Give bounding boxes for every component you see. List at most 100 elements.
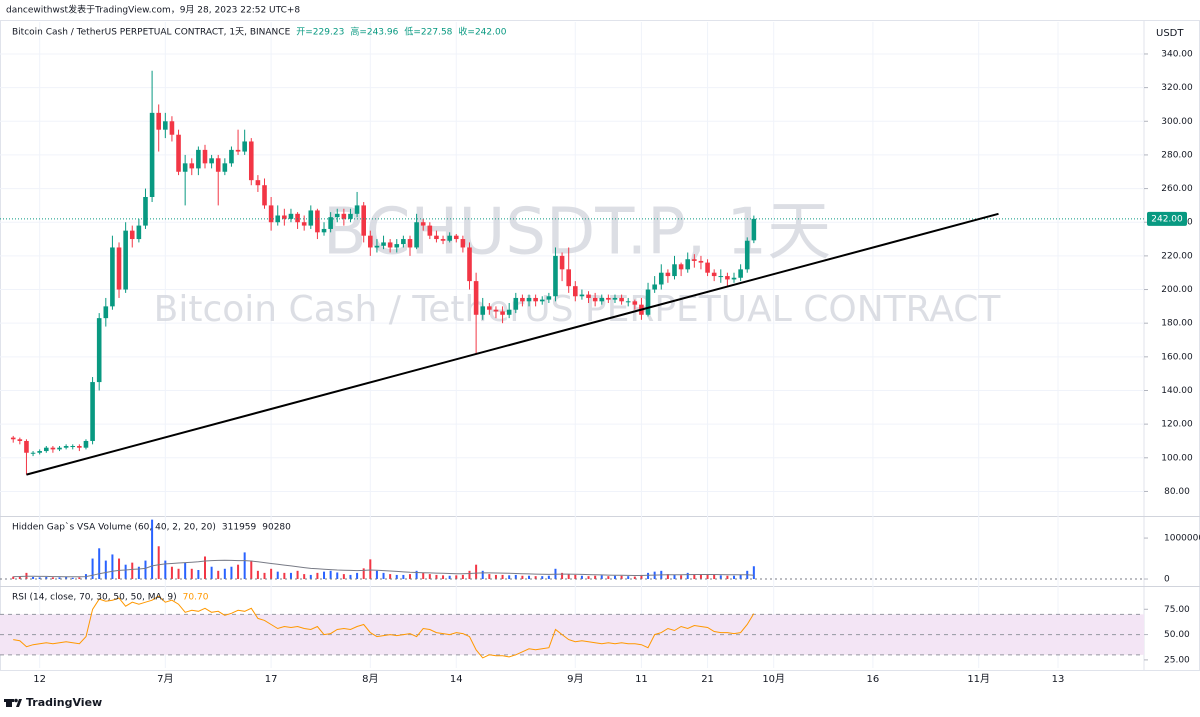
candle-body bbox=[361, 205, 366, 236]
y-tick-label: 50.00 bbox=[1164, 630, 1190, 640]
volume-bar bbox=[336, 572, 339, 580]
volume-bar bbox=[607, 576, 610, 580]
x-tick-label: 11 bbox=[635, 674, 648, 685]
volume-bar bbox=[270, 568, 273, 580]
candle-body bbox=[612, 297, 618, 300]
volume-bar bbox=[349, 574, 352, 580]
y-tick-label: 300.00 bbox=[1161, 117, 1193, 127]
volume-bar bbox=[395, 574, 398, 580]
volume-bar bbox=[739, 574, 742, 580]
volume-bar bbox=[45, 576, 48, 580]
candle-body bbox=[731, 277, 737, 280]
volume-bar bbox=[111, 554, 114, 580]
volume-bar bbox=[600, 575, 603, 580]
volume-bar bbox=[237, 564, 240, 580]
candle-body bbox=[354, 205, 360, 214]
candle-body bbox=[202, 149, 208, 164]
y-tick-label: 25.00 bbox=[1164, 655, 1190, 665]
volume-bar bbox=[144, 560, 147, 580]
candle-body bbox=[268, 205, 274, 223]
last-price-box bbox=[1147, 211, 1187, 226]
volume-bar bbox=[137, 566, 140, 580]
candle-body bbox=[156, 112, 162, 130]
x-tick-label: 12 bbox=[33, 674, 46, 685]
candle-body bbox=[434, 235, 439, 240]
volume-bar bbox=[408, 574, 411, 580]
candle-body bbox=[196, 149, 201, 169]
indicator-value: 90280 bbox=[262, 523, 291, 533]
candle-body bbox=[414, 222, 419, 248]
volume-bar bbox=[627, 576, 630, 580]
y-tick-label: 320.00 bbox=[1161, 83, 1193, 93]
ohlc-label: 开=229.23 bbox=[296, 27, 344, 38]
candle-body bbox=[77, 446, 82, 448]
candle-body bbox=[487, 306, 492, 310]
candle-body bbox=[559, 255, 565, 270]
x-tick-label: 9月 bbox=[567, 673, 583, 685]
volume-bar bbox=[666, 574, 669, 580]
candle-body bbox=[573, 286, 578, 297]
volume-bar bbox=[217, 570, 220, 580]
volume-bar bbox=[303, 574, 306, 580]
volume-bar bbox=[693, 574, 696, 580]
candle-body bbox=[123, 230, 128, 290]
volume-bar bbox=[561, 572, 564, 580]
y-tick-label: 200.00 bbox=[1161, 285, 1193, 295]
candle-body bbox=[467, 247, 472, 282]
ohlc-label: 高=243.96 bbox=[350, 26, 398, 38]
candle-body bbox=[24, 440, 29, 453]
volume-bar bbox=[699, 574, 702, 580]
indicator-value: 70.70 bbox=[183, 593, 209, 603]
candle-body bbox=[321, 228, 327, 233]
candle-body bbox=[30, 452, 36, 454]
candle-body bbox=[625, 301, 631, 303]
ohlc-label: 低=227.58 bbox=[404, 26, 452, 38]
candle-body bbox=[275, 215, 281, 223]
candle-body bbox=[387, 242, 393, 248]
y-tick-label: 220.00 bbox=[1161, 251, 1193, 261]
volume-bar bbox=[422, 572, 425, 580]
candle-body bbox=[546, 296, 552, 300]
candle-body bbox=[599, 297, 605, 302]
volume-bar bbox=[428, 574, 431, 580]
author-line: dancewithwst发表于TradingView.com，9月 28, 20… bbox=[6, 4, 300, 16]
volume-bar bbox=[389, 574, 392, 580]
candle-body bbox=[692, 259, 697, 261]
candle-body bbox=[334, 213, 340, 218]
volume-bar bbox=[131, 562, 134, 580]
x-tick-label: 10月 bbox=[762, 673, 785, 685]
volume-bar bbox=[594, 575, 597, 580]
volume-bar bbox=[613, 575, 616, 580]
candle-body bbox=[718, 276, 724, 278]
candle-body bbox=[407, 239, 413, 248]
volume-bar bbox=[250, 560, 253, 580]
volume-bar bbox=[356, 572, 359, 580]
candle-body bbox=[215, 158, 221, 172]
candle-body bbox=[328, 217, 333, 229]
candle-body bbox=[711, 272, 717, 277]
volume-bar bbox=[514, 574, 517, 580]
candle-body bbox=[539, 299, 545, 302]
candle-body bbox=[427, 225, 433, 236]
candle-body bbox=[143, 196, 148, 226]
volume-bar bbox=[190, 568, 193, 580]
volume-bar bbox=[580, 575, 583, 580]
volume-bar bbox=[177, 568, 180, 580]
candle-body bbox=[632, 301, 638, 305]
volume-bar bbox=[382, 572, 385, 580]
volume-bar bbox=[442, 575, 445, 580]
indicator-title: Hidden Gap`s VSA Volume (60, 40, 2, 20, … bbox=[12, 522, 216, 533]
candle-body bbox=[460, 239, 466, 248]
candle-body bbox=[592, 297, 598, 302]
footer-logo bbox=[4, 698, 22, 707]
candle-body bbox=[189, 163, 195, 169]
y-tick-label: 140.00 bbox=[1161, 386, 1193, 396]
volume-bar bbox=[719, 575, 722, 580]
volume-bar bbox=[98, 548, 101, 580]
candle-body bbox=[493, 309, 499, 312]
candle-body bbox=[242, 141, 247, 152]
volume-bar bbox=[501, 574, 504, 580]
volume-bar bbox=[752, 566, 755, 580]
volume-bar bbox=[375, 570, 378, 580]
